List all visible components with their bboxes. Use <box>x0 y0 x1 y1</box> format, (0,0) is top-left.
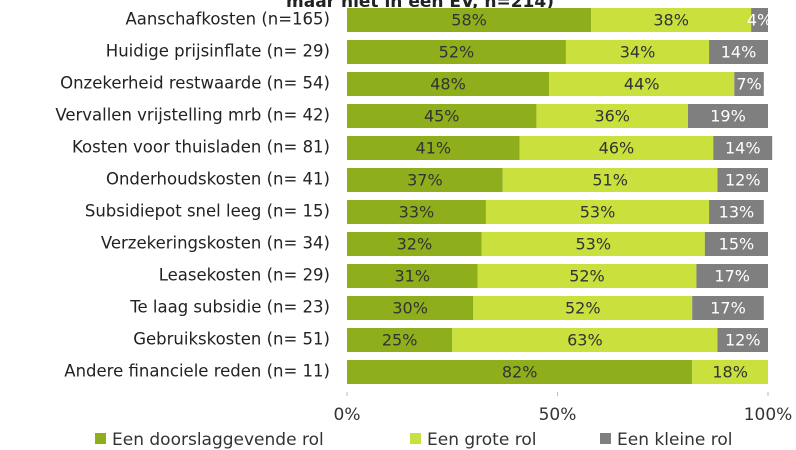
legend-swatch <box>95 433 106 444</box>
value-label: 82% <box>502 363 538 382</box>
value-label: 53% <box>576 235 612 254</box>
bar-segment <box>347 360 693 384</box>
bar-segment <box>502 168 718 192</box>
x-tick-label: 0% <box>334 405 361 425</box>
category-label: Kosten voor thuisladen (n= 81) <box>72 138 330 157</box>
category-label: Vervallen vrijstelling mrb (n= 42) <box>55 106 330 125</box>
bar-segment <box>481 232 705 256</box>
bar-segment <box>549 72 735 96</box>
x-tick-label: 50% <box>539 405 577 425</box>
value-label: 14% <box>725 139 761 158</box>
bar-segment <box>477 264 697 288</box>
bar-segment <box>347 328 453 352</box>
bar-segment <box>519 136 714 160</box>
value-label: 17% <box>710 299 746 318</box>
value-label: 25% <box>382 331 418 350</box>
value-label: 38% <box>653 11 689 30</box>
category-label: Gebruikskosten (n= 51) <box>133 330 330 349</box>
category-label: Aanschafkosten (n=165) <box>125 10 330 29</box>
value-label: 14% <box>721 43 757 62</box>
value-label: 32% <box>397 235 433 254</box>
legend-swatch <box>600 433 611 444</box>
bar-segment <box>347 72 550 96</box>
value-label: 33% <box>399 203 435 222</box>
value-label: 12% <box>725 331 761 350</box>
value-label: 13% <box>719 203 755 222</box>
bar-segment <box>536 104 689 128</box>
bar-segment <box>692 360 768 384</box>
value-label: 51% <box>592 171 628 190</box>
value-label: 48% <box>430 75 466 94</box>
value-label: 63% <box>567 331 603 350</box>
bar-segment <box>347 296 474 320</box>
category-label: Onzekerheid restwaarde (n= 54) <box>60 74 330 93</box>
bar-segment <box>347 168 503 192</box>
value-label: 52% <box>565 299 601 318</box>
bar-segment <box>565 40 710 64</box>
value-label: 58% <box>451 11 487 30</box>
value-label: 53% <box>580 203 616 222</box>
bar-segment <box>692 296 764 320</box>
bar-segment <box>347 136 520 160</box>
category-label: Te laag subsidie (n= 23) <box>129 298 330 317</box>
bar-segment <box>734 72 764 96</box>
value-label: 4% <box>747 11 772 30</box>
bar-segment <box>717 168 768 192</box>
bar-segment <box>452 328 718 352</box>
value-label: 19% <box>710 107 746 126</box>
bar-segment <box>713 136 773 160</box>
value-label: 31% <box>394 267 430 286</box>
legend-label: Een kleine rol <box>617 430 733 450</box>
value-label: 15% <box>719 235 755 254</box>
bar-segment <box>709 40 768 64</box>
legend-swatch <box>410 433 421 444</box>
value-label: 52% <box>569 267 605 286</box>
category-label: Andere financiele reden (n= 11) <box>64 362 330 381</box>
value-label: 17% <box>714 267 750 286</box>
bar-segment <box>688 104 768 128</box>
legend-label: Een grote rol <box>427 430 536 450</box>
bar-segment <box>347 104 537 128</box>
value-label: 18% <box>712 363 748 382</box>
value-label: 7% <box>736 75 761 94</box>
category-label: Verzekeringskosten (n= 34) <box>101 234 330 253</box>
bar-segment <box>347 264 478 288</box>
value-label: 41% <box>416 139 452 158</box>
bar-segment <box>347 232 482 256</box>
category-label: Huidige prijsinflate (n= 29) <box>106 42 330 61</box>
category-label: Onderhoudskosten (n= 41) <box>106 170 330 189</box>
bar-segment <box>485 200 710 224</box>
value-label: 52% <box>439 43 475 62</box>
value-label: 46% <box>599 139 635 158</box>
value-label: 45% <box>424 107 460 126</box>
bar-segment <box>473 296 693 320</box>
value-label: 44% <box>624 75 660 94</box>
value-label: 36% <box>594 107 630 126</box>
value-label: 34% <box>620 43 656 62</box>
category-label: Subsidiepot snel leeg (n= 15) <box>85 202 330 221</box>
bar-segment <box>347 40 566 64</box>
bar-segment <box>751 8 768 32</box>
bar-segment <box>709 200 764 224</box>
bar-segment <box>717 328 768 352</box>
bar-segment <box>347 200 486 224</box>
bar-segment <box>696 264 768 288</box>
bar-segment <box>347 8 592 32</box>
bar-segment <box>704 232 768 256</box>
value-label: 37% <box>407 171 443 190</box>
value-label: 30% <box>392 299 428 318</box>
legend-label: Een doorslaggevende rol <box>112 430 324 450</box>
x-tick-label: 100% <box>744 405 793 425</box>
value-label: 12% <box>725 171 761 190</box>
category-label: Leasekosten (n= 29) <box>159 266 330 285</box>
bar-segment <box>591 8 752 32</box>
